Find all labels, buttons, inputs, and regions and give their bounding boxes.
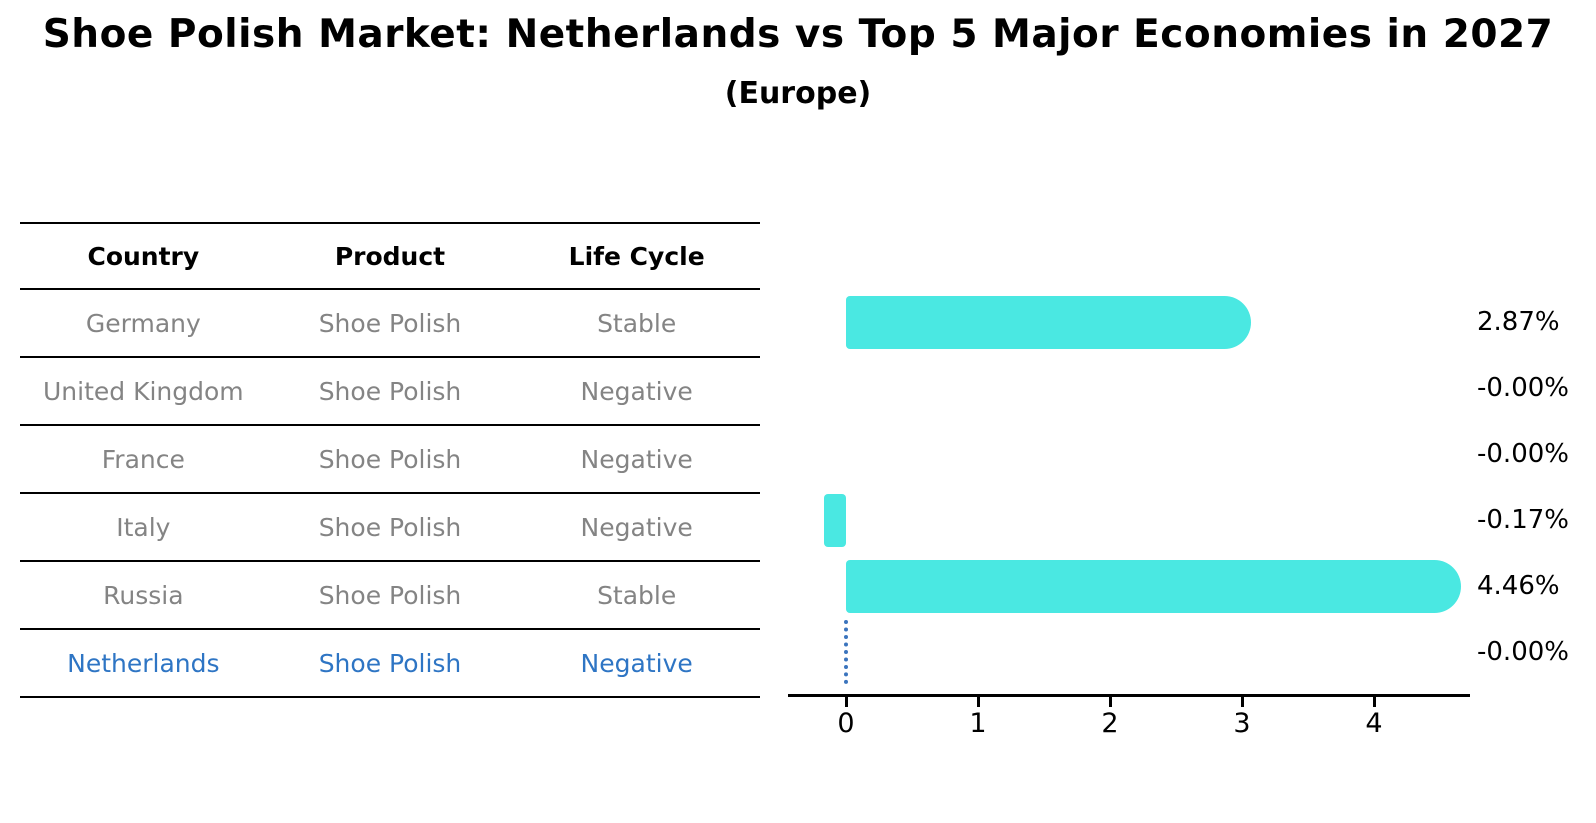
x-axis-tick (1372, 697, 1376, 707)
table-row: Netherlands Shoe Polish Negative (20, 629, 760, 698)
table-body: Germany Shoe Polish Stable United Kingdom Sh… (20, 289, 760, 698)
chart-subtitle: (Europe) (724, 76, 872, 111)
table-cell-life-cycle: Negative (513, 357, 760, 426)
x-axis-tick-label: 3 (1233, 708, 1251, 739)
country-table: Country Product Life Cycle Germany Shoe P… (20, 222, 760, 698)
table-cell-product: Shoe Polish (266, 357, 514, 426)
table-header: Country Product Life Cycle (20, 222, 760, 290)
x-axis-tick (1240, 697, 1244, 707)
table-cell-product: Shoe Polish (266, 289, 514, 358)
x-axis-tick-label: 2 (1101, 708, 1119, 739)
bar-russia (846, 559, 1461, 613)
table-row: Germany Shoe Polish Stable (20, 289, 760, 358)
x-axis-tick (976, 697, 980, 707)
table-cell-life-cycle: Negative (513, 425, 760, 494)
table-cell-product: Shoe Polish (266, 629, 514, 698)
x-axis-tick-label: 1 (969, 708, 987, 739)
value-label-netherlands: -0.00% (1477, 637, 1569, 667)
bar-germany (846, 295, 1251, 349)
table-cell-country: France (20, 425, 267, 494)
table-cell-country: United Kingdom (20, 357, 267, 426)
table-cell-life-cycle: Stable (513, 561, 760, 630)
x-axis-line (788, 694, 1470, 697)
table-cell-life-cycle: Stable (513, 289, 760, 358)
bar-italy (823, 493, 846, 547)
value-label-germany: 2.87% (1477, 307, 1560, 337)
table-row: United Kingdom Shoe Polish Negative (20, 357, 760, 426)
x-axis-tick-label: 4 (1365, 708, 1383, 739)
table-row: France Shoe Polish Negative (20, 425, 760, 494)
value-label-russia: 4.46% (1477, 571, 1560, 601)
value-label-italy: -0.17% (1477, 505, 1569, 535)
value-label-france: -0.00% (1477, 439, 1569, 469)
table-cell-country: Russia (20, 561, 267, 630)
netherlands-reference-line (844, 620, 848, 684)
table-row: Italy Shoe Polish Negative (20, 493, 760, 562)
table-cell-country: Netherlands (20, 629, 267, 698)
bar-chart: 2.87% -0.00% -0.00% -0.17% 4.46% -0.00% 0 1 2 3 4 (788, 288, 1596, 758)
column-header-life-cycle: Life Cycle (513, 222, 760, 290)
table-cell-product: Shoe Polish (266, 493, 514, 562)
table-cell-life-cycle: Negative (513, 493, 760, 562)
x-axis-tick-label: 0 (837, 708, 855, 739)
table-header-row: Country Product Life Cycle (20, 222, 760, 290)
chart-title: Shoe Polish Market: Netherlands vs Top 5… (42, 12, 1554, 57)
value-label-united-kingdom: -0.00% (1477, 373, 1569, 403)
table-cell-product: Shoe Polish (266, 561, 514, 630)
x-axis-tick (844, 697, 848, 707)
table-row: Russia Shoe Polish Stable (20, 561, 760, 630)
x-axis-tick (1108, 697, 1112, 707)
column-header-country: Country (20, 222, 267, 290)
table-cell-life-cycle: Negative (513, 629, 760, 698)
table-cell-product: Shoe Polish (266, 425, 514, 494)
table-cell-country: Germany (20, 289, 267, 358)
column-header-product: Product (266, 222, 514, 290)
table-cell-country: Italy (20, 493, 267, 562)
